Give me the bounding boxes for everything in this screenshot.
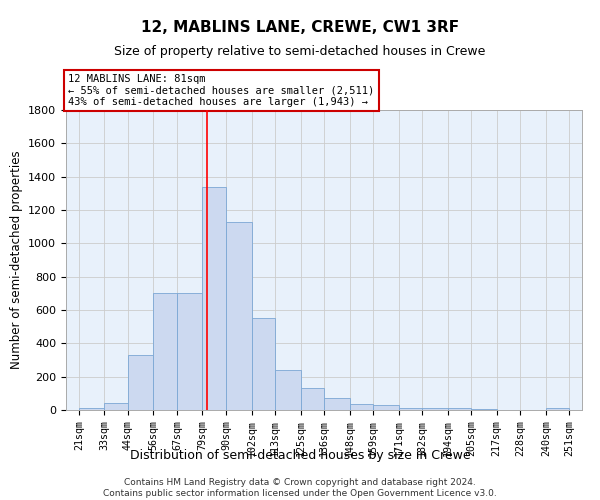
Text: Contains HM Land Registry data © Crown copyright and database right 2024.
Contai: Contains HM Land Registry data © Crown c… — [103, 478, 497, 498]
Bar — [154, 294, 177, 410]
Bar — [398, 408, 422, 410]
Text: Distribution of semi-detached houses by size in Crewe: Distribution of semi-detached houses by … — [130, 448, 470, 462]
Bar — [546, 408, 569, 410]
Bar — [301, 388, 324, 410]
Bar — [350, 404, 373, 410]
Bar — [448, 408, 471, 410]
Text: 12, MABLINS LANE, CREWE, CW1 3RF: 12, MABLINS LANE, CREWE, CW1 3RF — [141, 20, 459, 35]
Bar — [471, 409, 497, 410]
Bar — [226, 222, 251, 410]
Bar — [324, 398, 350, 410]
Bar — [251, 318, 275, 410]
Bar — [79, 408, 104, 410]
Bar — [177, 294, 202, 410]
Bar — [104, 404, 128, 410]
Text: 12 MABLINS LANE: 81sqm
← 55% of semi-detached houses are smaller (2,511)
43% of : 12 MABLINS LANE: 81sqm ← 55% of semi-det… — [68, 74, 374, 107]
Bar — [373, 405, 398, 410]
Bar — [202, 186, 226, 410]
Y-axis label: Number of semi-detached properties: Number of semi-detached properties — [10, 150, 23, 370]
Bar — [275, 370, 301, 410]
Bar — [128, 355, 154, 410]
Text: Size of property relative to semi-detached houses in Crewe: Size of property relative to semi-detach… — [115, 45, 485, 58]
Bar — [422, 408, 448, 410]
